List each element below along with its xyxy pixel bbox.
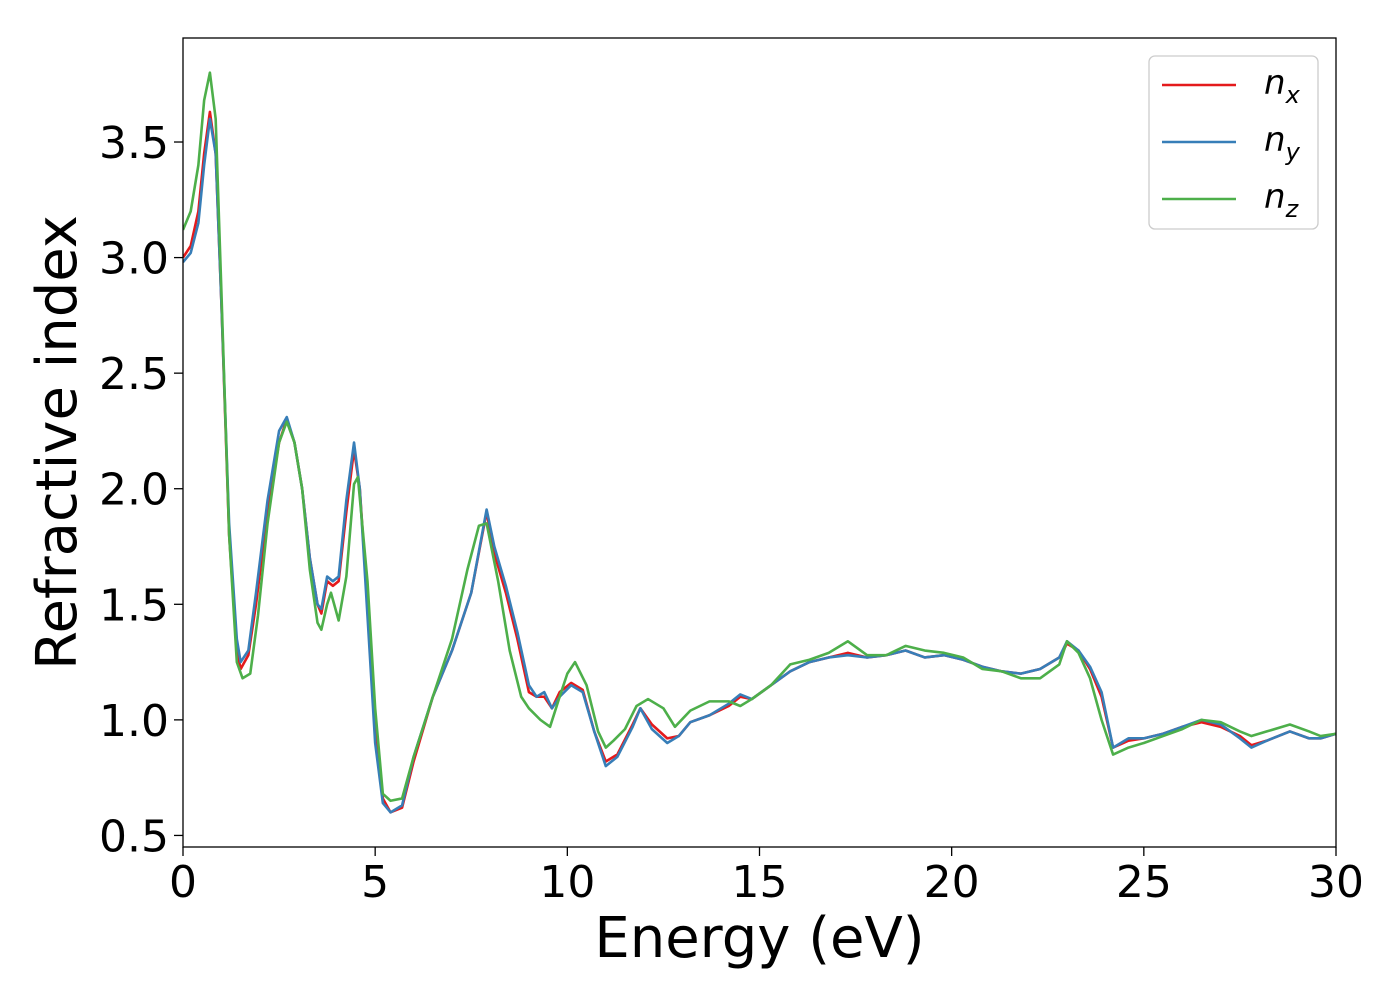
legend-label-subscript: z	[1285, 195, 1300, 223]
x-axis-title: Energy (eV)	[594, 906, 924, 971]
legend-label-base: n	[1264, 177, 1286, 217]
x-tick-label: 5	[361, 857, 389, 908]
series-layer	[183, 71, 1336, 814]
series-line-z	[183, 71, 1336, 803]
legend-label-y: ny	[1264, 120, 1301, 166]
x-axis-ticks: 0 5 10 15 20 25 30	[169, 847, 1364, 908]
y-axis-title: Refractive index	[25, 215, 90, 670]
x-tick-label: 30	[1308, 857, 1364, 908]
y-tick-label: 0.5	[99, 811, 169, 862]
x-tick-label: 15	[732, 857, 788, 908]
y-tick-label: 2.0	[99, 465, 169, 516]
x-tick-label: 25	[1116, 857, 1172, 908]
y-axis-ticks: 0.5 1.0 1.5 2.0 2.5 3.0 3.5	[99, 118, 183, 862]
legend-label-x: nx	[1264, 63, 1301, 109]
legend-label-base: n	[1264, 120, 1286, 160]
x-tick-label: 0	[169, 857, 197, 908]
y-tick-label: 3.5	[99, 118, 169, 169]
y-tick-label: 3.0	[99, 234, 169, 285]
x-tick-label: 20	[924, 857, 980, 908]
y-tick-label: 1.0	[99, 696, 169, 747]
legend-label-z: nz	[1264, 177, 1300, 223]
x-tick-label: 10	[539, 857, 595, 908]
legend-label-subscript: x	[1285, 81, 1301, 109]
y-tick-label: 1.5	[99, 580, 169, 631]
y-tick-label: 2.5	[99, 349, 169, 400]
legend-label-base: n	[1264, 63, 1286, 103]
legend-label-subscript: y	[1285, 138, 1301, 166]
